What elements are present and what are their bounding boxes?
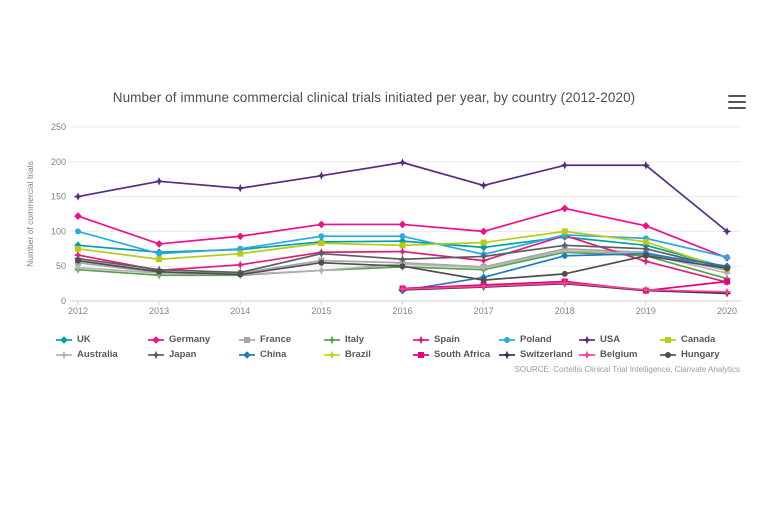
legend-item-switzerland[interactable]: Switzerland bbox=[498, 347, 578, 362]
france-marker-icon bbox=[239, 336, 255, 343]
legend-item-italy[interactable]: Italy bbox=[323, 332, 412, 347]
legend-label-uk: UK bbox=[77, 334, 91, 345]
legend-label-brazil: Brazil bbox=[345, 349, 371, 360]
hamburger-bar bbox=[728, 100, 746, 104]
legend-label-japan: Japan bbox=[169, 349, 197, 360]
legend-item-hungary[interactable]: Hungary bbox=[659, 347, 739, 362]
switzerland-marker-icon bbox=[499, 350, 515, 359]
legend-label-australia: Australia bbox=[77, 349, 118, 360]
svg-text:2013: 2013 bbox=[149, 306, 169, 316]
svg-text:150: 150 bbox=[51, 192, 66, 202]
legend-item-australia[interactable]: Australia bbox=[55, 347, 147, 362]
japan-marker-icon bbox=[148, 350, 164, 359]
legend-label-france: France bbox=[260, 334, 292, 345]
legend-label-canada: Canada bbox=[681, 334, 716, 345]
chart-legend: UK Germany France Italy Spain Poland USA Canada… bbox=[55, 332, 739, 362]
legend-label-italy: Italy bbox=[345, 334, 365, 345]
svg-text:0: 0 bbox=[61, 296, 66, 306]
hungary-marker-icon bbox=[660, 351, 676, 358]
germany-marker-icon bbox=[148, 335, 164, 344]
legend-label-germany: Germany bbox=[169, 334, 211, 345]
legend-item-france[interactable]: France bbox=[238, 332, 323, 347]
legend-label-hungary: Hungary bbox=[681, 349, 720, 360]
hamburger-bar bbox=[728, 106, 746, 109]
svg-text:2016: 2016 bbox=[392, 306, 412, 316]
spain-marker-icon bbox=[413, 335, 429, 344]
svg-text:50: 50 bbox=[56, 261, 66, 271]
legend-label-usa: USA bbox=[600, 334, 621, 345]
legend-label-china: China bbox=[260, 349, 287, 360]
legend-item-japan[interactable]: Japan bbox=[147, 347, 238, 362]
legend-label-south-africa: South Africa bbox=[434, 349, 491, 360]
legend-item-usa[interactable]: USA bbox=[578, 332, 659, 347]
legend-label-spain: Spain bbox=[434, 334, 460, 345]
svg-text:2020: 2020 bbox=[717, 306, 737, 316]
china-marker-icon bbox=[239, 350, 255, 359]
svg-text:2015: 2015 bbox=[311, 306, 331, 316]
svg-text:2019: 2019 bbox=[636, 306, 656, 316]
legend-item-belgium[interactable]: Belgium bbox=[578, 347, 659, 362]
south-africa-marker-icon bbox=[413, 351, 429, 358]
uk-marker-icon bbox=[56, 335, 72, 344]
svg-text:2014: 2014 bbox=[230, 306, 250, 316]
legend-label-switzerland: Switzerland bbox=[520, 349, 573, 360]
legend-item-canada[interactable]: Canada bbox=[659, 332, 739, 347]
source-text: SOURCE: Cortellis Clinical Trial Intelli… bbox=[514, 365, 740, 374]
svg-text:200: 200 bbox=[51, 157, 66, 167]
legend-item-brazil[interactable]: Brazil bbox=[323, 347, 412, 362]
svg-text:250: 250 bbox=[51, 122, 66, 132]
belgium-marker-icon bbox=[579, 350, 595, 359]
hamburger-menu-icon[interactable] bbox=[728, 94, 746, 110]
legend-item-uk[interactable]: UK bbox=[55, 332, 147, 347]
svg-text:2012: 2012 bbox=[68, 306, 88, 316]
chart-title: Number of immune commercial clinical tri… bbox=[112, 90, 636, 105]
legend-item-germany[interactable]: Germany bbox=[147, 332, 238, 347]
legend-label-poland: Poland bbox=[520, 334, 552, 345]
svg-text:2018: 2018 bbox=[555, 306, 575, 316]
brazil-marker-icon bbox=[324, 350, 340, 359]
canada-marker-icon bbox=[660, 336, 676, 343]
usa-marker-icon bbox=[579, 335, 595, 344]
svg-text:100: 100 bbox=[51, 226, 66, 236]
poland-marker-icon bbox=[499, 336, 515, 343]
legend-item-poland[interactable]: Poland bbox=[498, 332, 578, 347]
hamburger-bar bbox=[728, 95, 746, 98]
legend-item-china[interactable]: China bbox=[238, 347, 323, 362]
line-chart: 0 50 100 150 200 250 2012 2013 2014 2015 2016 2017 2… bbox=[25, 122, 741, 316]
italy-marker-icon bbox=[324, 335, 340, 344]
legend-item-spain[interactable]: Spain bbox=[412, 332, 498, 347]
australia-marker-icon bbox=[56, 350, 72, 359]
svg-text:Number of commercial trials: Number of commercial trials bbox=[25, 161, 35, 267]
legend-label-belgium: Belgium bbox=[600, 349, 638, 360]
svg-text:2017: 2017 bbox=[474, 306, 494, 316]
legend-item-south-africa[interactable]: South Africa bbox=[412, 347, 498, 362]
